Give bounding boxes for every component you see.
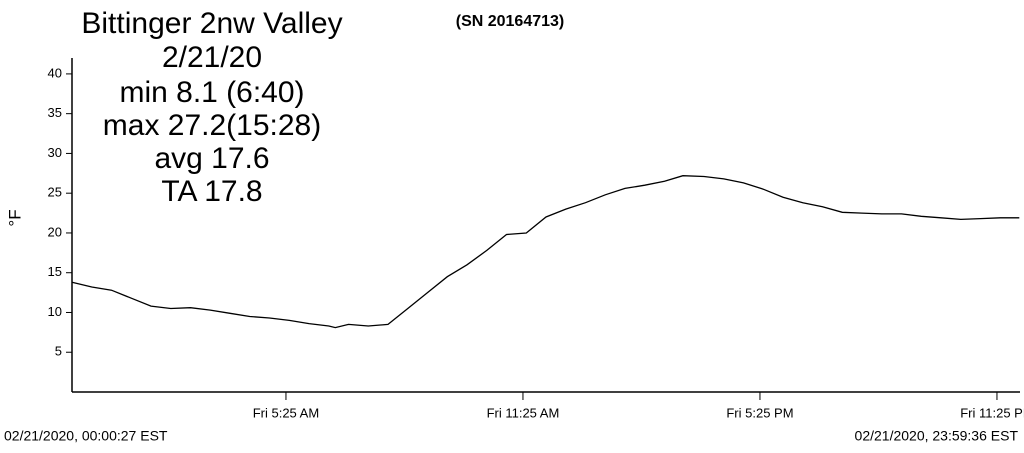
x-tick-label: Fri 11:25 PM — [960, 405, 1024, 420]
x-tick-label: Fri 5:25 AM — [253, 405, 319, 420]
y-tick-label: 15 — [48, 264, 62, 279]
title-line: TA 17.8 — [161, 175, 262, 208]
y-tick-label: 10 — [48, 304, 62, 319]
y-tick-label: 5 — [55, 344, 62, 359]
y-tick-label: 25 — [48, 185, 62, 200]
serial-number: (SN 20164713) — [456, 13, 565, 30]
title-line: 2/21/20 — [162, 41, 262, 74]
y-tick-label: 40 — [48, 65, 62, 80]
title-line: max 27.2(15:28) — [103, 109, 321, 142]
x-tick-label: Fri 11:25 AM — [487, 405, 560, 420]
title-line: min 8.1 (6:40) — [119, 76, 304, 109]
y-axis-label: °F — [5, 209, 24, 226]
y-tick-label: 35 — [48, 105, 62, 120]
temperature-line — [71, 175, 1020, 329]
start-time: 02/21/2020, 00:00:27 EST — [4, 428, 168, 444]
title-line: avg 17.6 — [154, 142, 269, 175]
title-line: Bittinger 2nw Valley — [81, 7, 342, 40]
end-time: 02/21/2020, 23:59:36 EST — [855, 428, 1019, 444]
y-tick-label: 30 — [48, 145, 62, 160]
y-tick-label: 20 — [48, 224, 62, 239]
x-tick-label: Fri 5:25 PM — [726, 405, 793, 420]
